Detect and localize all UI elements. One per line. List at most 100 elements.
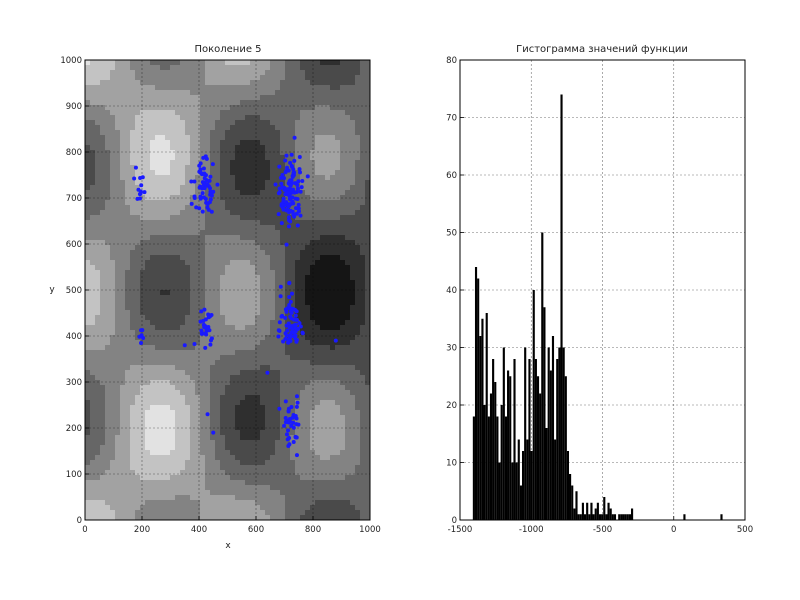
contour-cell <box>225 405 231 411</box>
contour-cell <box>325 260 331 266</box>
contour-cell <box>245 265 251 271</box>
contour-cell <box>210 135 216 141</box>
contour-cell <box>190 345 196 351</box>
contour-cell <box>230 480 236 486</box>
contour-cell <box>100 140 106 146</box>
contour-cell <box>345 360 351 366</box>
contour-cell <box>265 250 271 256</box>
contour-cell <box>295 100 301 106</box>
contour-cell <box>180 340 186 346</box>
contour-cell <box>240 490 246 496</box>
contour-cell <box>285 485 291 491</box>
contour-cell <box>275 285 281 291</box>
contour-cell <box>345 425 351 431</box>
contour-cell <box>260 295 266 301</box>
contour-cell <box>195 320 201 326</box>
contour-cell <box>260 260 266 266</box>
contour-cell <box>120 145 126 151</box>
contour-cell <box>300 190 306 196</box>
contour-cell <box>175 150 181 156</box>
contour-cell <box>255 195 261 201</box>
contour-cell <box>90 440 96 446</box>
contour-cell <box>255 215 261 221</box>
contour-cell <box>270 470 276 476</box>
contour-cell <box>125 420 131 426</box>
contour-cell <box>325 160 331 166</box>
contour-cell <box>155 340 161 346</box>
contour-cell <box>140 65 146 71</box>
contour-cell <box>230 485 236 491</box>
contour-cell <box>195 220 201 226</box>
contour-cell <box>350 220 356 226</box>
contour-cell <box>130 185 136 191</box>
contour-cell <box>270 375 276 381</box>
contour-cell <box>155 140 161 146</box>
contour-cell <box>355 80 361 86</box>
contour-cell <box>320 160 326 166</box>
contour-cell <box>150 160 156 166</box>
contour-cell <box>200 315 206 321</box>
contour-cell <box>135 475 141 481</box>
contour-cell <box>335 235 341 241</box>
contour-cell <box>85 110 91 116</box>
contour-cell <box>340 180 346 186</box>
contour-cell <box>250 95 256 101</box>
contour-cell <box>335 180 341 186</box>
contour-cell <box>100 465 106 471</box>
contour-cell <box>125 170 131 176</box>
contour-cell <box>205 480 211 486</box>
contour-cell <box>300 400 306 406</box>
contour-cell <box>360 210 366 216</box>
contour-cell <box>260 490 266 496</box>
contour-cell <box>95 200 101 206</box>
contour-cell <box>250 300 256 306</box>
contour-cell <box>325 130 331 136</box>
contour-cell <box>250 405 256 411</box>
contour-cell <box>295 120 301 126</box>
contour-cell <box>235 380 241 386</box>
contour-cell <box>190 255 196 261</box>
contour-cell <box>310 245 316 251</box>
contour-cell <box>305 430 311 436</box>
contour-cell <box>270 130 276 136</box>
contour-cell <box>90 435 96 441</box>
contour-cell <box>235 420 241 426</box>
contour-cell <box>285 105 291 111</box>
contour-cell <box>135 170 141 176</box>
contour-cell <box>295 385 301 391</box>
contour-cell <box>215 130 221 136</box>
contour-cell <box>105 295 111 301</box>
contour-cell <box>105 230 111 236</box>
contour-cell <box>195 415 201 421</box>
contour-cell <box>245 60 251 66</box>
contour-cell <box>190 455 196 461</box>
contour-cell <box>275 445 281 451</box>
contour-cell <box>185 445 191 451</box>
contour-cell <box>90 310 96 316</box>
contour-cell <box>315 135 321 141</box>
contour-cell <box>130 225 136 231</box>
contour-cell <box>360 430 366 436</box>
contour-cell <box>170 270 176 276</box>
contour-cell <box>170 355 176 361</box>
contour-cell <box>355 390 361 396</box>
contour-cell <box>225 140 231 146</box>
contour-cell <box>360 220 366 226</box>
contour-cell <box>140 115 146 121</box>
contour-cell <box>120 155 126 161</box>
contour-cell <box>175 200 181 206</box>
contour-cell <box>220 220 226 226</box>
contour-cell <box>205 160 211 166</box>
contour-cell <box>360 120 366 126</box>
contour-cell <box>195 260 201 266</box>
contour-cell <box>175 425 181 431</box>
contour-cell <box>305 170 311 176</box>
contour-cell <box>105 380 111 386</box>
contour-cell <box>90 260 96 266</box>
contour-cell <box>270 310 276 316</box>
contour-cell <box>335 340 341 346</box>
contour-cell <box>180 480 186 486</box>
contour-cell <box>180 395 186 401</box>
contour-cell <box>205 120 211 126</box>
contour-cell <box>130 405 136 411</box>
